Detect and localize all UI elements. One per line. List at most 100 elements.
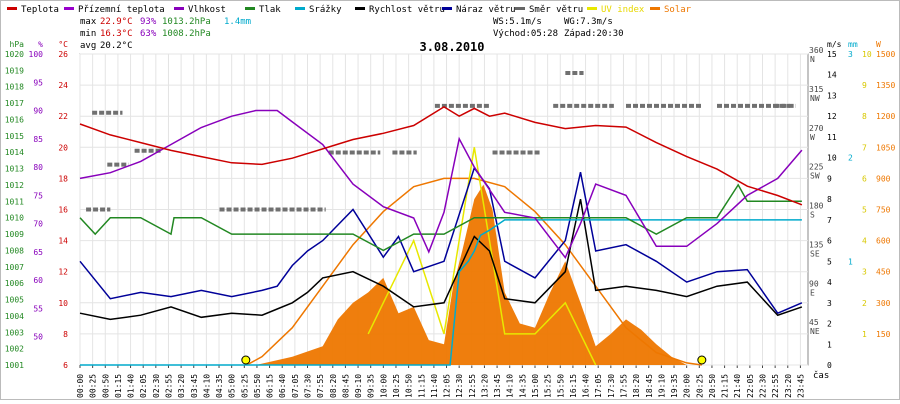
- uv-axis-tick-label: 2: [862, 299, 867, 308]
- direction-tick-label: 225: [809, 163, 824, 172]
- direction-tick-dir: NW: [810, 94, 820, 103]
- x-tick-label: 14:35: [518, 374, 527, 398]
- x-tick-label: 16:40: [582, 374, 591, 398]
- humidity-axis-tick-label: 90: [33, 107, 43, 116]
- wind-axis-tick-label: 1: [827, 340, 832, 349]
- rain-axis-title: mm: [848, 40, 858, 49]
- humidity-axis-tick-label: 100: [29, 50, 44, 59]
- pressure-axis-tick-label: 1001: [5, 361, 24, 370]
- x-tick-label: 12:05: [443, 374, 452, 398]
- humidity-axis-tick-label: 65: [33, 248, 43, 257]
- x-tick-label: 21:15: [721, 374, 730, 398]
- wind-axis-tick-label: 0: [827, 361, 832, 370]
- pressure-axis-tick-label: 1004: [5, 312, 24, 321]
- direction-tick-label: 90: [809, 279, 819, 288]
- x-tick-label: 03:20: [177, 374, 186, 398]
- stats-sunset: Západ:20:30: [564, 29, 624, 39]
- pressure-axis-tick-label: 1013: [5, 165, 24, 174]
- stats-min-temp: 16.3°C: [100, 29, 133, 39]
- wind-axis-tick-label: 4: [827, 278, 832, 287]
- x-tick-label: 04:10: [202, 374, 211, 398]
- pressure-axis-tick-label: 1005: [5, 296, 24, 305]
- x-tick-label: 01:15: [114, 374, 123, 398]
- x-tick-label: 10:25: [392, 374, 401, 398]
- legend-swatch-1: [64, 7, 74, 10]
- wind-axis-tick-label: 11: [827, 133, 837, 142]
- uv-axis-tick-label: 10: [862, 50, 872, 59]
- series-rain-line: [80, 219, 802, 366]
- x-tick-label: 15:50: [556, 374, 565, 398]
- pressure-axis-tick-label: 1014: [5, 148, 24, 157]
- direction-tick-label: 180: [809, 202, 824, 211]
- wind-axis-tick-label: 3: [827, 299, 832, 308]
- stats-max-rain: 1.4mm: [224, 17, 251, 27]
- temperature-axis-tick-label: 12: [58, 268, 68, 277]
- wind-axis-tick-label: 14: [827, 71, 837, 80]
- uv-axis-tick-label: 4: [862, 237, 867, 246]
- uv-axis-tick-label: 9: [862, 81, 867, 90]
- legend-label-9: Solar: [664, 5, 692, 15]
- pressure-axis-tick-label: 1019: [5, 66, 24, 75]
- x-tick-label: 17:05: [594, 374, 603, 398]
- x-tick-label: 10:00: [379, 374, 388, 398]
- temperature-axis-tick-label: 24: [58, 81, 68, 90]
- x-tick-label: 02:05: [139, 374, 148, 398]
- humidity-axis-title: %: [38, 40, 43, 49]
- direction-tick-dir: S: [810, 211, 815, 220]
- pressure-axis-tick-label: 1016: [5, 115, 24, 124]
- temperature-axis-tick-label: 22: [58, 112, 68, 121]
- stats-max-temp: 22.9°C: [100, 17, 133, 27]
- pressure-axis-tick-label: 1007: [5, 263, 24, 272]
- x-tick-label: 08:20: [329, 374, 338, 398]
- x-tick-label: 13:45: [493, 374, 502, 398]
- x-tick-label: 00:25: [89, 374, 98, 398]
- x-tick-label: 17:55: [619, 374, 628, 398]
- solar-axis-tick-label: 300: [876, 299, 891, 308]
- x-tick-label: 12:30: [455, 374, 464, 398]
- direction-tick-dir: SE: [810, 249, 820, 258]
- direction-tick-dir: N: [810, 55, 815, 64]
- temperature-axis-tick-label: 6: [63, 361, 68, 370]
- pressure-axis-tick-label: 1020: [5, 50, 24, 59]
- x-tick-label: 06:15: [266, 374, 275, 398]
- solar-axis-tick-label: 150: [876, 330, 891, 339]
- rain-axis-tick-label: 1: [848, 257, 853, 266]
- series-uv-line: [367, 147, 597, 366]
- pressure-axis-tick-label: 1010: [5, 214, 24, 223]
- solar-axis-tick-label: 750: [876, 206, 891, 215]
- series-humidity-line: [79, 109, 803, 260]
- stats-max-label: max: [80, 17, 97, 27]
- legend-swatch-3: [245, 7, 255, 10]
- stats-min-hum: 63%: [140, 29, 157, 39]
- x-tick-label: 02:55: [164, 374, 173, 398]
- direction-tick-dir: W: [810, 133, 815, 142]
- x-tick-label: 23:20: [784, 374, 793, 398]
- x-tick-label: 05:25: [240, 374, 249, 398]
- uv-axis-tick-label: 8: [862, 112, 867, 121]
- x-tick-label: 11:40: [430, 374, 439, 398]
- legend-label-2: Vlhkost: [188, 5, 226, 15]
- legend-label-1: Přízemní teplota: [78, 5, 165, 15]
- wind-axis-tick-label: 13: [827, 91, 837, 100]
- uv-axis-tick-label: 7: [862, 143, 867, 152]
- sunrise-marker: [241, 355, 251, 365]
- humidity-axis-tick-label: 55: [33, 304, 43, 313]
- legend-swatch-9: [650, 7, 660, 10]
- stats-max-hum: 93%: [140, 17, 157, 27]
- direction-tick-dir: NE: [810, 327, 820, 336]
- x-tick-label: 19:10: [657, 374, 666, 398]
- x-tick-label: 17:30: [607, 374, 616, 398]
- wind-axis-tick-label: 10: [827, 154, 837, 163]
- pressure-axis-tick-label: 1012: [5, 181, 24, 190]
- pressure-axis-tick-label: 1017: [5, 99, 24, 108]
- x-tick-label: 15:25: [544, 374, 553, 398]
- legend-label-7: Směr větru: [529, 5, 583, 15]
- x-tick-label: 21:40: [733, 374, 742, 398]
- x-axis-label: čas: [813, 370, 829, 381]
- pressure-axis-tick-label: 1015: [5, 132, 24, 141]
- x-tick-label: 11:15: [417, 374, 426, 398]
- solar-axis-tick-label: 1350: [876, 81, 895, 90]
- pressure-axis-tick-label: 1002: [5, 345, 24, 354]
